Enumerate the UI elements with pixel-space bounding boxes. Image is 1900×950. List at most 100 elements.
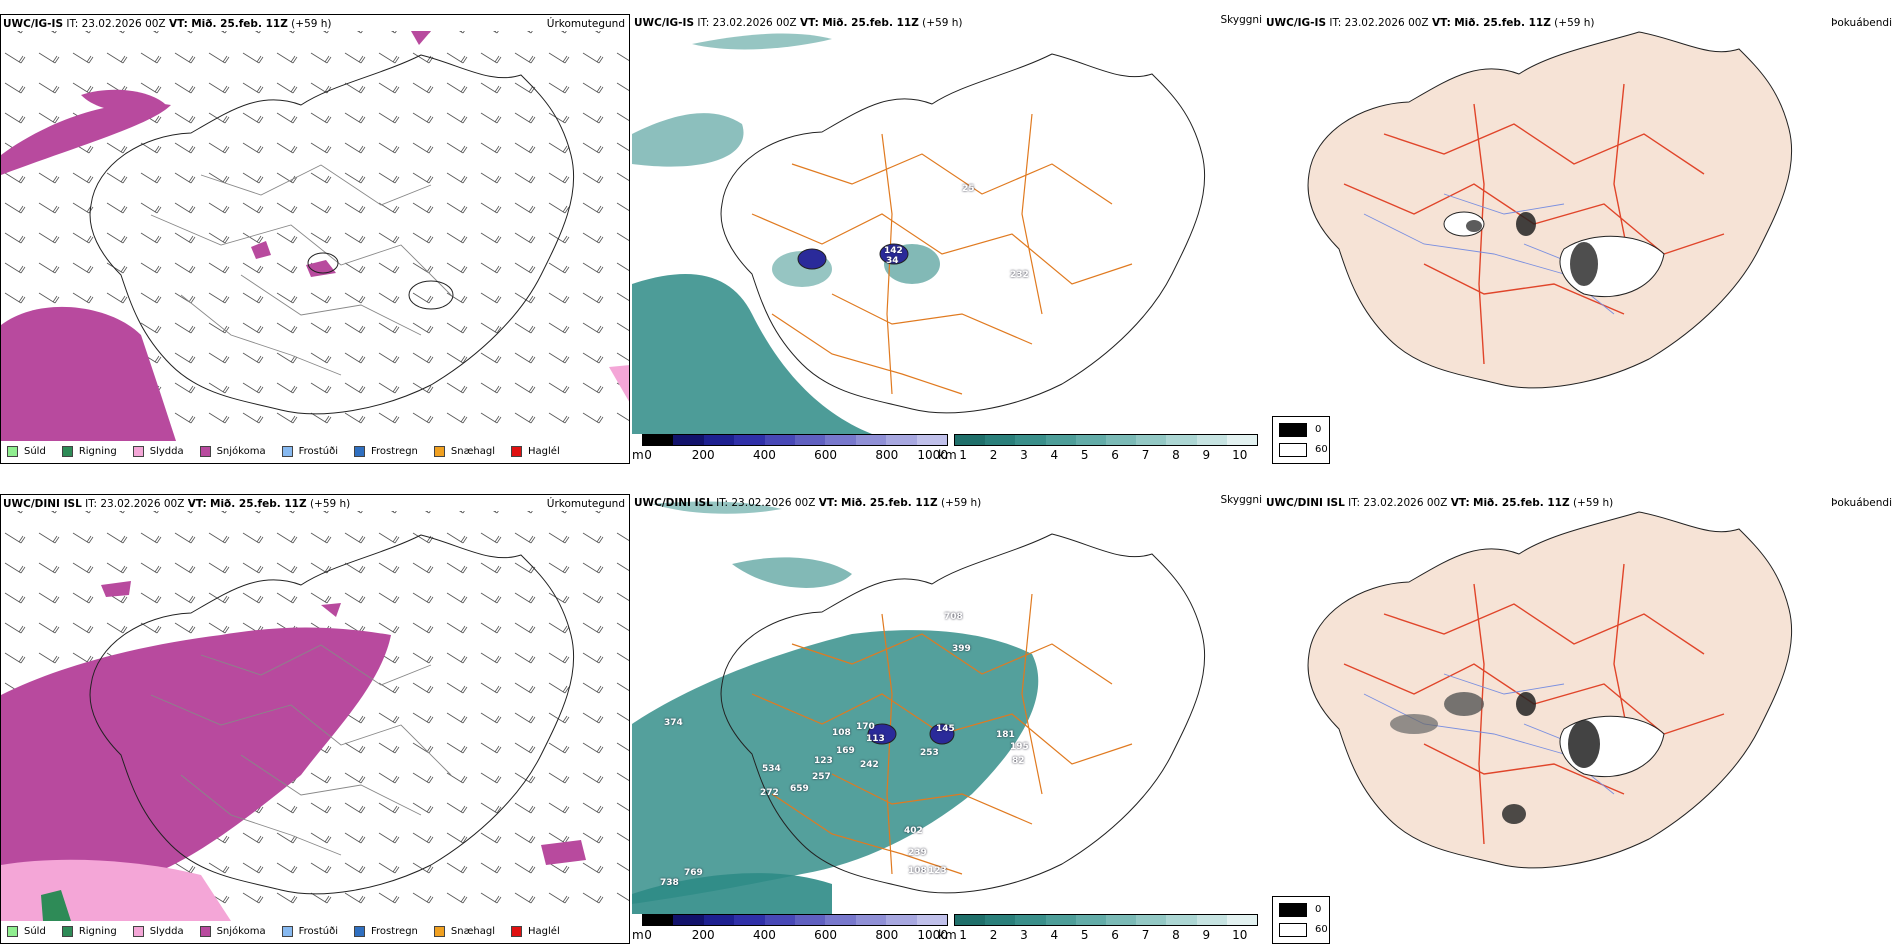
legend-label: Rigning xyxy=(78,445,117,457)
ceiling-value: 239 xyxy=(908,848,927,858)
tick-label: 8 xyxy=(1172,448,1180,462)
legend-item: Frostúði xyxy=(281,445,338,457)
ceiling-value: 170 xyxy=(856,722,875,732)
ceiling-value: 108 xyxy=(832,728,851,738)
fog-swatch xyxy=(1279,423,1307,437)
panel-title: UWC/DINI ISL IT: 23.02.2026 00Z VT: Mið.… xyxy=(3,498,350,510)
tick-label: 0 xyxy=(644,448,652,462)
visibility-label: Skyggni xyxy=(1220,14,1263,26)
legend-item: Haglél xyxy=(511,445,560,457)
ceiling-value: 242 xyxy=(860,760,879,770)
tick-label: 2 xyxy=(989,448,998,462)
legend-label: Haglél xyxy=(528,925,560,937)
legend-swatch xyxy=(199,445,211,457)
tick-label: 1000 xyxy=(917,448,948,462)
legend-label: Frostregn xyxy=(371,925,418,937)
valid-label: VT: xyxy=(1450,497,1470,509)
ceiling-unit: m xyxy=(632,928,644,942)
valid-label: VT: xyxy=(187,498,207,510)
model-name: UWC/IG-IS xyxy=(1266,17,1327,29)
precip-legend: Súld Rigning Slydda Snjókoma Frostúði Fr… xyxy=(1,920,576,942)
tick-label: 10 xyxy=(1232,448,1248,462)
model-name: UWC/DINI ISL xyxy=(3,498,82,510)
legend-item: Frostúði xyxy=(281,925,338,937)
init-time: 23.02.2026 00Z xyxy=(1363,497,1448,509)
tick-label: 6 xyxy=(1111,448,1119,462)
init-time: 23.02.2026 00Z xyxy=(1344,17,1429,29)
legend-swatch xyxy=(354,445,365,457)
ceiling-value: 123 xyxy=(928,866,947,876)
fog-swatch xyxy=(1279,443,1307,457)
ceiling-value: 34 xyxy=(886,256,899,266)
legend-item: Slydda xyxy=(132,445,184,457)
fog-swatch xyxy=(1279,923,1307,937)
ceiling-value: 142 xyxy=(884,246,903,256)
visibility-colorbar xyxy=(954,434,1258,446)
model-name: UWC/IG-IS xyxy=(634,17,695,29)
legend-item: Slydda xyxy=(132,925,184,937)
visibility-ticks: 1 2 3 4 5 6 7 8 9 10 xyxy=(954,928,1258,942)
legend-swatch xyxy=(132,925,144,937)
ceiling-value: 169 xyxy=(836,746,855,756)
legend-label: Slydda xyxy=(149,925,184,937)
panel-title: UWC/IG-IS IT: 23.02.2026 00Z VT: Mið. 25… xyxy=(634,17,963,29)
ceiling-colorbar xyxy=(642,434,948,446)
ceiling-value: 253 xyxy=(920,748,939,758)
legend-label: Frostúði xyxy=(298,925,338,937)
ceiling-value: 659 xyxy=(790,784,809,794)
panel-title: UWC/IG-IS IT: 23.02.2026 00Z VT: Mið. 25… xyxy=(3,18,332,30)
tick-label: 10 xyxy=(1232,928,1248,942)
legend-label: Haglél xyxy=(528,445,560,457)
fog-index-label: Þokuábendi xyxy=(1831,17,1892,29)
tick-label: 4 xyxy=(1050,448,1059,462)
ceiling-value: 402 xyxy=(904,826,923,836)
fog-legend-label: 60 xyxy=(1315,924,1328,935)
tick-label: 2 xyxy=(989,928,998,942)
fog-panel-bottom: UWC/DINI ISL IT: 23.02.2026 00Z VT: Mið.… xyxy=(1264,494,1900,944)
fog-legend-label: 0 xyxy=(1315,424,1322,435)
precip-panel-bottom: UWC/DINI ISL IT: 23.02.2026 00Z VT: Mið.… xyxy=(0,494,630,944)
tick-label: 600 xyxy=(814,928,838,942)
init-time: 23.02.2026 00Z xyxy=(712,17,797,29)
tick-label: 7 xyxy=(1141,928,1150,942)
panel-title: UWC/IG-IS IT: 23.02.2026 00Z VT: Mið. 25… xyxy=(1266,17,1595,29)
tick-label: 4 xyxy=(1050,928,1059,942)
valid-time: Mið. 25.feb. 11Z xyxy=(822,17,919,29)
init-time: 23.02.2026 00Z xyxy=(81,18,166,30)
init-label: IT: xyxy=(66,18,79,30)
ceiling-value: 145 xyxy=(936,724,955,734)
lead-time: (+59 h) xyxy=(940,497,982,509)
precip-legend: Súld Rigning Slydda Snjókoma Frostúði Fr… xyxy=(1,440,576,462)
legend-swatch xyxy=(511,445,523,457)
valid-time: Mið. 25.feb. 11Z xyxy=(210,498,307,510)
legend-item: Súld xyxy=(7,445,46,457)
visibility-ticks: 1 2 3 4 5 6 7 8 9 10 xyxy=(954,448,1258,462)
model-name: UWC/DINI ISL xyxy=(634,497,713,509)
tick-label: 0 xyxy=(644,928,652,942)
legend-swatch xyxy=(7,445,18,457)
legend-swatch xyxy=(7,925,18,937)
legend-label: Snæhagl xyxy=(450,445,496,457)
tick-label: 9 xyxy=(1202,928,1211,942)
legend-item: Rigning xyxy=(61,925,117,937)
legend-item: Frostregn xyxy=(354,445,418,457)
ceiling-value: 113 xyxy=(866,734,885,744)
tick-label: 200 xyxy=(691,928,715,942)
lead-time: (+59 h) xyxy=(309,498,351,510)
init-time: 23.02.2026 00Z xyxy=(731,497,816,509)
fog-panel-top: UWC/IG-IS IT: 23.02.2026 00Z VT: Mið. 25… xyxy=(1264,14,1900,464)
valid-label: VT: xyxy=(799,17,819,29)
legend-swatch xyxy=(61,925,73,937)
fog-map-top xyxy=(1307,31,1793,389)
ceiling-colorbar xyxy=(642,914,948,926)
legend-item: Snjókoma xyxy=(199,925,266,937)
fog-legend: 0 60 xyxy=(1272,416,1330,464)
legend-swatch xyxy=(354,925,365,937)
fog-index-label: Þokuábendi xyxy=(1831,497,1892,509)
visibility-panel-top: UWC/IG-IS IT: 23.02.2026 00Z VT: Mið. 25… xyxy=(632,14,1262,464)
valid-time: Mið. 25.feb. 11Z xyxy=(841,497,938,509)
legend-swatch xyxy=(281,925,293,937)
precip-map-top xyxy=(1,31,629,441)
tick-label: 800 xyxy=(875,928,899,942)
legend-swatch xyxy=(61,445,73,457)
